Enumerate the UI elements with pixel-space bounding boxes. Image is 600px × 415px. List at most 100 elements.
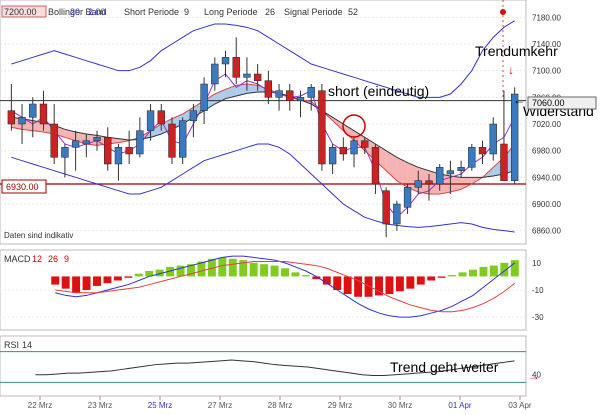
- candle-up: [328, 147, 337, 165]
- candle-up: [489, 123, 497, 155]
- candle-up: [275, 90, 283, 98]
- candle-down: [500, 143, 508, 181]
- candle-up: [307, 87, 315, 98]
- macd-bar-negative: [93, 276, 101, 286]
- cloud-bear-segment: [332, 117, 344, 131]
- macd-bar-negative: [322, 276, 331, 285]
- short-label: short (eindeutig): [328, 83, 429, 99]
- macd-bar-positive: [218, 257, 227, 277]
- x-tick-label: 28 Mrz: [268, 401, 292, 410]
- candle-down: [339, 147, 347, 155]
- short-periode-value: 9: [184, 7, 189, 17]
- macd-bar-positive: [489, 265, 498, 277]
- candle-down: [425, 180, 433, 185]
- x-tick-label: 23 Mrz: [88, 401, 112, 410]
- macd-bar-positive: [500, 262, 509, 277]
- candle-up: [82, 140, 90, 145]
- y-axis-labels: 7180.007140.007100.007060.007020.006980.…: [532, 13, 561, 379]
- macd-bar-positive: [281, 268, 289, 277]
- trend-geht-weiter-label: Trend geht weiter: [390, 359, 499, 375]
- rsi-name: RSI: [4, 340, 19, 350]
- indicator-lines: [0, 20, 526, 233]
- macd-bar-positive: [479, 266, 488, 277]
- down-arrow-icon: ↓: [508, 63, 514, 77]
- macd-bar-positive: [197, 261, 206, 277]
- highlight-circle: [342, 114, 366, 138]
- candles-layer: [7, 37, 519, 238]
- rsi-line: [35, 359, 515, 376]
- cloud-bear-segment: [396, 157, 408, 188]
- rsi-layer: [0, 351, 526, 383]
- macd-bar-positive: [249, 262, 258, 277]
- candle-down: [125, 147, 133, 155]
- x-tick-label: 22 Mrz: [28, 401, 52, 410]
- candle-up: [403, 187, 412, 208]
- black-average-line: [11, 91, 515, 178]
- macd-y-tick-label: 10: [532, 259, 541, 268]
- macd-bar-negative: [437, 276, 446, 278]
- candle-down: [264, 80, 273, 98]
- macd-bar-negative: [364, 276, 373, 297]
- bollinger-lower-line: [11, 143, 515, 233]
- x-tick-label: 03 Apr: [508, 401, 531, 410]
- macd-y-tick-label: -30: [532, 313, 544, 322]
- cloud-bear-segment: [461, 177, 472, 190]
- candle-up: [71, 140, 80, 148]
- candle-up: [393, 203, 401, 225]
- rsi-param: 14: [22, 340, 32, 350]
- bollinger-upper-line: [11, 20, 515, 98]
- macd-name: MACD: [4, 254, 31, 264]
- macd-bar-negative: [375, 276, 383, 296]
- macd-param-3: 9: [64, 254, 69, 264]
- candle-down: [39, 103, 48, 125]
- x-tick-label: 01 Apr: [448, 401, 471, 410]
- macd-bar-negative: [61, 276, 70, 289]
- macd-bar-positive: [228, 258, 237, 277]
- candle-up: [179, 120, 187, 158]
- bb-period: 20: [70, 7, 80, 17]
- macd-param-1: 12: [32, 254, 42, 264]
- y-tick-label: 7180.00: [532, 13, 561, 22]
- support-price-value: 6930.00: [6, 182, 39, 192]
- left-arrow-icon: ←: [513, 93, 525, 107]
- macd-bar-negative: [416, 276, 425, 285]
- candle-down: [104, 137, 112, 165]
- candle-down: [253, 73, 262, 81]
- candle-down: [232, 57, 240, 78]
- candle-up: [200, 83, 208, 111]
- signal-periode-value: 52: [348, 7, 358, 17]
- macd-bar-positive: [301, 275, 310, 277]
- x-tick-label: 30 Mrz: [388, 401, 412, 410]
- y-tick-label: 7140.00: [532, 40, 561, 49]
- top-price-box: [1, 5, 47, 18]
- y-tick-label: 7100.00: [532, 67, 561, 76]
- macd-bar-positive: [448, 275, 457, 277]
- cloud-bull-segment: [246, 84, 258, 94]
- disclaimer-text: Daten sind indikativ: [4, 231, 73, 240]
- y-tick-label: 6900.00: [532, 200, 561, 209]
- indicator-name: Bollinger Band: [48, 7, 107, 17]
- main-panel: [0, 0, 527, 245]
- macd-bar-positive: [187, 264, 195, 277]
- macd-bar-negative: [124, 276, 133, 278]
- candle-up: [211, 63, 219, 85]
- candle-up: [243, 73, 251, 78]
- x-axis-labels: 22 Mrz 23 Mrz 25 Mrz 27 Mrz 28 Mrz 29 Mrz 30 M…: [28, 396, 532, 410]
- trendumkehr-label: Trendumkehr: [475, 43, 558, 59]
- top-price-value: 7200.00: [4, 7, 37, 17]
- candle-up: [189, 110, 198, 121]
- macd-bar-positive: [207, 258, 216, 277]
- macd-param-2: 26: [48, 254, 58, 264]
- candle-down: [478, 147, 487, 155]
- candle-up: [29, 103, 37, 118]
- macd-bar-positive: [458, 272, 467, 277]
- macd-signal-line: [55, 261, 516, 313]
- x-tick-label: 29 Mrz: [328, 401, 352, 410]
- macd-bar-positive: [291, 272, 300, 277]
- macd-bar-positive: [469, 269, 477, 277]
- candle-up: [93, 137, 101, 141]
- macd-bar-negative: [72, 276, 81, 293]
- macd-bar-positive: [176, 265, 185, 277]
